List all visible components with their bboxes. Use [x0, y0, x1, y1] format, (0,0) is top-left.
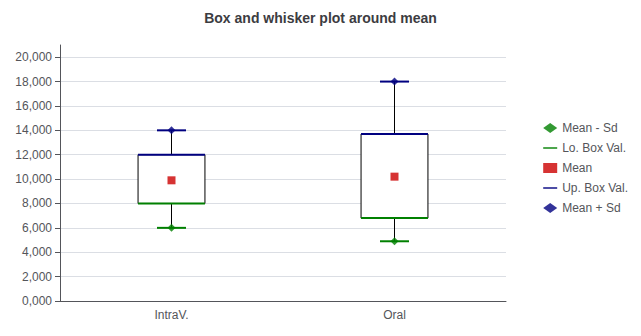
- svg-text:2,000: 2,000: [22, 270, 52, 284]
- svg-text:20,000: 20,000: [15, 50, 52, 64]
- svg-text:4,000: 4,000: [22, 245, 52, 259]
- svg-text:0,000: 0,000: [22, 294, 52, 308]
- svg-text:Box and whisker plot around me: Box and whisker plot around mean: [204, 10, 437, 26]
- svg-text:8,000: 8,000: [22, 196, 52, 210]
- svg-text:Lo. Box Val.: Lo. Box Val.: [562, 141, 626, 155]
- svg-text:12,000: 12,000: [15, 148, 52, 162]
- svg-text:16,000: 16,000: [15, 99, 52, 113]
- svg-text:Up. Box Val.: Up. Box Val.: [562, 181, 628, 195]
- svg-text:Mean + Sd: Mean + Sd: [562, 201, 620, 215]
- svg-text:18,000: 18,000: [15, 75, 52, 89]
- svg-text:Oral: Oral: [383, 308, 406, 322]
- svg-text:6,000: 6,000: [22, 221, 52, 235]
- svg-text:Mean - Sd: Mean - Sd: [562, 121, 617, 135]
- svg-text:10,000: 10,000: [15, 172, 52, 186]
- svg-text:IntraV.: IntraV.: [154, 308, 188, 322]
- svg-text:14,000: 14,000: [15, 123, 52, 137]
- svg-text:Mean: Mean: [562, 161, 592, 175]
